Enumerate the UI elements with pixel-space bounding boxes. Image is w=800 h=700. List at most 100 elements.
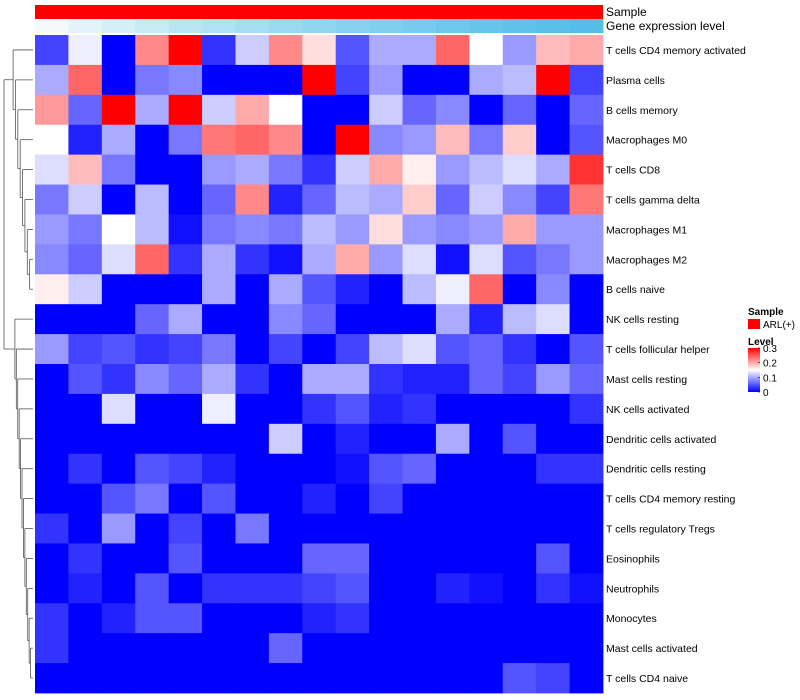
heatmap-cell <box>536 274 570 305</box>
heatmap-cell <box>502 364 537 395</box>
legend-sample-swatch <box>748 319 760 329</box>
row-label: T cells CD4 memory resting <box>606 494 735 506</box>
heatmap-cell <box>235 214 270 245</box>
heatmap-cell <box>435 244 470 275</box>
heatmap-cell <box>68 543 103 574</box>
heatmap-cell <box>202 184 236 215</box>
row-label: Macrophages M2 <box>606 254 687 266</box>
heatmap-cell <box>469 513 504 544</box>
heatmap-cell <box>536 483 570 514</box>
heatmap-cell <box>268 603 303 634</box>
heatmap-cell <box>302 483 337 514</box>
heatmap-cell <box>502 334 537 365</box>
heatmap-cell <box>68 393 103 425</box>
heatmap-cell <box>35 663 69 694</box>
heatmap-cell <box>235 304 270 335</box>
heatmap-cell <box>202 124 236 156</box>
annotation-gene-cell <box>469 19 504 33</box>
heatmap-cell <box>402 633 437 664</box>
row-label: Neutrophils <box>606 583 659 595</box>
heatmap-cell <box>168 393 203 425</box>
heatmap-cell <box>302 94 337 126</box>
heatmap-cell <box>135 483 170 514</box>
heatmap-cell <box>302 244 337 275</box>
heatmap-cell <box>35 513 69 544</box>
heatmap-cell <box>469 633 504 664</box>
heatmap-cell <box>435 513 470 544</box>
heatmap-cell <box>502 393 537 425</box>
heatmap-cell <box>469 244 504 275</box>
heatmap-cell <box>335 184 370 215</box>
row-label: Macrophages M0 <box>606 135 687 147</box>
heatmap-cell <box>369 603 403 634</box>
heatmap-cell <box>135 423 170 455</box>
heatmap-cell <box>68 304 103 335</box>
heatmap-cell <box>569 304 604 335</box>
heatmap-cell <box>402 663 437 694</box>
heatmap-cell <box>168 543 203 574</box>
heatmap-cell <box>469 393 504 425</box>
heatmap-cell <box>435 543 470 574</box>
heatmap-cell <box>536 393 570 425</box>
heatmap-cell <box>435 603 470 634</box>
heatmap-cell <box>235 244 270 275</box>
heatmap-cell <box>235 423 270 455</box>
heatmap-cell <box>101 393 136 425</box>
legend: Sample ARL(+) Level 0 0.1 0.2 0.3 <box>748 307 795 399</box>
annotation-gene-cell <box>435 19 470 33</box>
heatmap-cell <box>168 154 203 185</box>
heatmap-cell <box>302 214 337 245</box>
row-dendrogram <box>3 49 33 679</box>
heatmap-cell <box>268 124 303 156</box>
heatmap-cell <box>135 184 170 215</box>
annotation-sample-bar <box>35 5 603 19</box>
heatmap-cell <box>35 633 69 664</box>
heatmap-cell <box>302 334 337 365</box>
heatmap-cell <box>68 124 103 156</box>
heatmap-cell <box>536 94 570 126</box>
row-label: T cells follicular helper <box>606 344 710 356</box>
heatmap-cell <box>335 334 370 365</box>
heatmap-cell <box>569 334 604 365</box>
heatmap-cell <box>68 184 103 215</box>
heatmap-cell <box>35 94 69 126</box>
heatmap-cell <box>369 64 403 96</box>
heatmap-cell <box>402 453 437 485</box>
heatmap-cell <box>35 573 69 604</box>
heatmap-cell <box>68 513 103 544</box>
heatmap-cell <box>135 573 170 604</box>
heatmap-cell <box>35 244 69 275</box>
heatmap-cell <box>35 154 69 185</box>
row-label: Macrophages M1 <box>606 224 687 236</box>
heatmap-cell <box>302 154 337 185</box>
heatmap-cell <box>101 423 136 455</box>
heatmap-cell <box>268 483 303 514</box>
heatmap-cell <box>202 573 236 604</box>
heatmap-cell <box>101 603 136 634</box>
heatmap-cell <box>502 184 537 215</box>
row-label: Dendritic cells activated <box>606 434 716 446</box>
annotation-gene-cell <box>402 19 437 33</box>
heatmap-cell <box>469 663 504 694</box>
heatmap-cell <box>268 244 303 275</box>
heatmap-cell <box>168 244 203 275</box>
heatmap-cell <box>302 393 337 425</box>
heatmap-cell <box>569 94 604 126</box>
heatmap-cell <box>68 244 103 275</box>
heatmap-cell <box>435 453 470 485</box>
heatmap-cell <box>35 364 69 395</box>
heatmap-cell <box>302 453 337 485</box>
heatmap-cell <box>402 124 437 156</box>
heatmap-cell <box>135 304 170 335</box>
heatmap-cell <box>101 543 136 574</box>
heatmap-cell <box>536 633 570 664</box>
heatmap-cell <box>335 304 370 335</box>
heatmap-cell <box>435 94 470 126</box>
heatmap-cell <box>335 244 370 275</box>
heatmap-cell <box>369 244 403 275</box>
heatmap-cell <box>469 304 504 335</box>
heatmap-cell <box>101 573 136 604</box>
annotation-gene-cell <box>502 19 537 33</box>
heatmap-cell <box>569 423 604 455</box>
heatmap-cell <box>135 364 170 395</box>
